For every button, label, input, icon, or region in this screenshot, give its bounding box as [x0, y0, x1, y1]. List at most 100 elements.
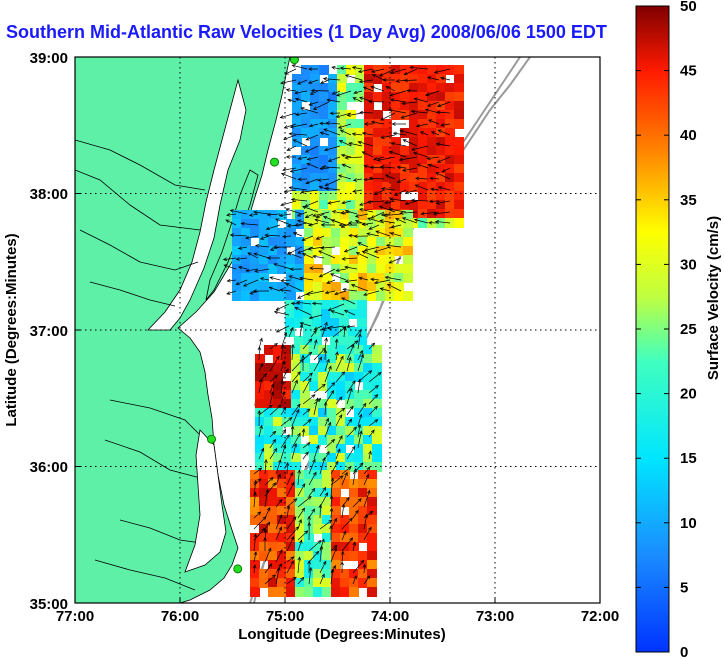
velocity-cell — [409, 137, 419, 147]
velocity-cell — [357, 309, 367, 319]
velocity-cell — [339, 336, 349, 346]
velocity-cell — [277, 587, 287, 597]
velocity-cell — [436, 200, 446, 210]
velocity-cell — [336, 345, 346, 355]
velocity-cell — [250, 291, 260, 301]
velocity-cell — [319, 128, 329, 138]
velocity-cell — [264, 444, 274, 454]
velocity-cell — [418, 101, 428, 111]
y-tick-label: 37:00 — [30, 323, 68, 340]
velocity-arrow — [416, 163, 429, 169]
velocity-arrow — [273, 310, 290, 316]
velocity-cell — [322, 506, 332, 516]
velocity-arrow — [319, 492, 329, 508]
velocity-cell — [250, 264, 260, 274]
velocity-cell — [319, 146, 329, 156]
velocity-arrow — [341, 503, 346, 519]
velocity-arrow — [319, 131, 330, 136]
velocity-cell — [400, 92, 410, 102]
velocity-arrow — [264, 488, 270, 508]
velocity-arrow — [350, 284, 369, 292]
velocity-cell — [403, 219, 413, 229]
velocity-cell — [327, 453, 337, 463]
velocity-cell — [363, 408, 373, 418]
velocity-arrow — [306, 156, 319, 161]
velocity-cell — [318, 426, 328, 436]
velocity-arrow — [296, 219, 314, 226]
velocity-arrow — [357, 353, 365, 372]
velocity-arrow — [320, 79, 330, 84]
velocity-cell — [277, 246, 287, 256]
velocity-arrow — [275, 499, 283, 508]
velocity-arrow — [297, 177, 308, 182]
velocity-cell — [403, 291, 413, 301]
velocity-arrow — [335, 396, 343, 405]
velocity-cell — [367, 219, 377, 229]
velocity-cell — [277, 479, 287, 489]
velocity-cell — [336, 408, 346, 418]
velocity-cell — [250, 219, 260, 229]
velocity-arrow — [324, 450, 330, 460]
velocity-arrow — [280, 172, 297, 180]
velocity-arrow — [299, 276, 314, 281]
velocity-arrow — [335, 435, 343, 449]
velocity-arrow — [357, 378, 362, 394]
velocity-cell — [349, 569, 359, 579]
velocity-cell — [273, 390, 283, 400]
velocity-cell — [349, 506, 359, 516]
velocity-cell — [286, 237, 296, 247]
velocity-cell — [309, 408, 319, 418]
velocity-cell — [385, 246, 395, 256]
velocity-arrow — [352, 462, 364, 475]
velocity-cell — [355, 83, 365, 93]
velocity-cell — [250, 587, 260, 597]
velocity-cell — [358, 470, 368, 480]
velocity-arrow — [280, 390, 286, 405]
velocity-arrow — [335, 351, 339, 361]
velocity-arrow — [410, 109, 429, 114]
velocity-cell — [300, 345, 310, 355]
velocity-cell — [300, 390, 310, 400]
velocity-arrow — [252, 564, 257, 574]
velocity-cell — [309, 363, 319, 373]
velocity-cell — [394, 264, 404, 274]
velocity-arrow — [300, 107, 319, 114]
velocity-arrow — [357, 332, 362, 350]
velocity-cell — [363, 363, 373, 373]
velocity-cell — [255, 354, 265, 364]
velocity-arrow — [268, 286, 281, 292]
velocity-cell — [277, 506, 287, 516]
velocity-arrow — [285, 155, 297, 159]
velocity-cell — [313, 497, 323, 507]
velocity-arrow — [337, 174, 352, 180]
velocity-arrow — [315, 213, 325, 218]
velocity-cell — [268, 533, 278, 543]
velocity-cell — [376, 282, 386, 292]
velocity-cell — [328, 164, 338, 174]
velocity-arrow — [275, 459, 282, 475]
velocity-arrow — [363, 513, 369, 530]
velocity-arrow — [419, 131, 429, 136]
velocity-cell — [313, 219, 323, 229]
velocity-cell — [259, 255, 269, 265]
velocity-cell — [436, 74, 446, 84]
velocity-cell — [277, 569, 287, 579]
velocity-cell — [376, 246, 386, 256]
velocity-arrow — [369, 165, 385, 170]
velocity-cell — [373, 191, 383, 201]
velocity-arrow — [401, 101, 418, 106]
velocity-cell — [418, 74, 428, 84]
velocity-cell — [309, 462, 319, 472]
velocity-cell — [454, 200, 464, 210]
velocity-cell — [264, 372, 274, 382]
velocity-cell — [367, 524, 377, 534]
velocity-cell — [313, 587, 323, 597]
velocity-cell — [264, 345, 274, 355]
velocity-arrow — [352, 468, 358, 486]
velocity-cell — [364, 92, 374, 102]
velocity-cell — [340, 228, 350, 238]
velocity-cell — [427, 146, 437, 156]
velocity-cell — [336, 444, 346, 454]
velocity-cell — [322, 560, 332, 570]
velocity-arrow — [264, 574, 276, 585]
